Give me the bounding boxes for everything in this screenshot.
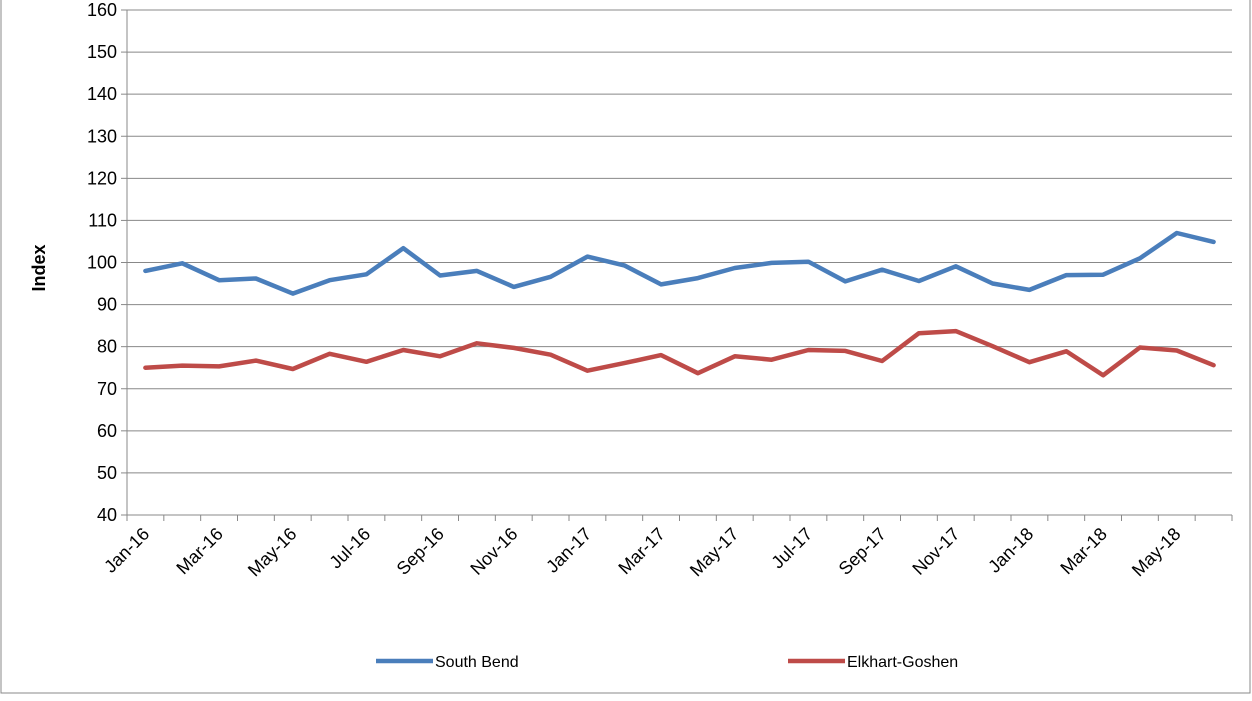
series-line-elkhart-goshen	[143, 328, 1216, 378]
x-tick-label-Jan-16: Jan-16	[100, 524, 153, 577]
y-tick-label-50: 50	[97, 463, 117, 483]
y-axis-title: Index	[29, 244, 49, 291]
y-tick-label-100: 100	[87, 253, 117, 273]
y-axis-ticks: 40 50 60 70 80 90 100 110 120 130 140 150 160	[87, 0, 127, 525]
x-tick-label-Mar-16: Mar-16	[172, 524, 226, 578]
x-tick-label-Sep-16: Sep-16	[393, 524, 448, 579]
x-tick-label-Jan-18: Jan-18	[984, 524, 1037, 577]
series-lines	[143, 230, 1216, 378]
y-tick-label-160: 160	[87, 0, 117, 20]
y-tick-label-110: 110	[88, 210, 117, 230]
x-tick-label-Nov-16: Nov-16	[466, 524, 521, 579]
x-tick-label-Jul-17: Jul-17	[767, 524, 816, 573]
y-tick-label-120: 120	[87, 168, 117, 188]
x-tick-label-Nov-17: Nov-17	[908, 524, 963, 579]
x-tick-label-Mar-17: Mar-17	[614, 524, 668, 578]
x-tick-label-May-18: May-18	[1128, 524, 1185, 581]
y-tick-label-40: 40	[97, 505, 117, 525]
y-tick-label-140: 140	[87, 84, 117, 104]
x-tick-label-Sep-17: Sep-17	[835, 524, 890, 579]
x-tick-label-Jul-16: Jul-16	[325, 524, 374, 573]
y-tick-label-80: 80	[97, 337, 117, 357]
series-line-south-bend	[143, 230, 1216, 296]
gridlines	[127, 9, 1232, 516]
y-tick-label-60: 60	[97, 421, 117, 441]
y-tick-label-70: 70	[97, 379, 117, 399]
y-tick-label-150: 150	[87, 42, 117, 62]
y-tick-label-90: 90	[97, 295, 117, 315]
x-tick-label-Jan-17: Jan-17	[542, 524, 595, 577]
legend-label-south-bend: South Bend	[435, 654, 519, 671]
x-tick-label-Mar-18: Mar-18	[1056, 524, 1110, 578]
y-tick-label-130: 130	[87, 126, 117, 146]
legend: South Bend Elkhart-Goshen	[376, 654, 958, 671]
x-axis-ticks: Jan-16 Mar-16 May-16 Jul-16 Sep-16 Nov-16 Jan-…	[100, 515, 1233, 581]
x-tick-label-May-16: May-16	[244, 524, 301, 581]
legend-label-elkhart-goshen: Elkhart-Goshen	[847, 654, 958, 671]
x-tick-label-May-17: May-17	[686, 524, 743, 581]
